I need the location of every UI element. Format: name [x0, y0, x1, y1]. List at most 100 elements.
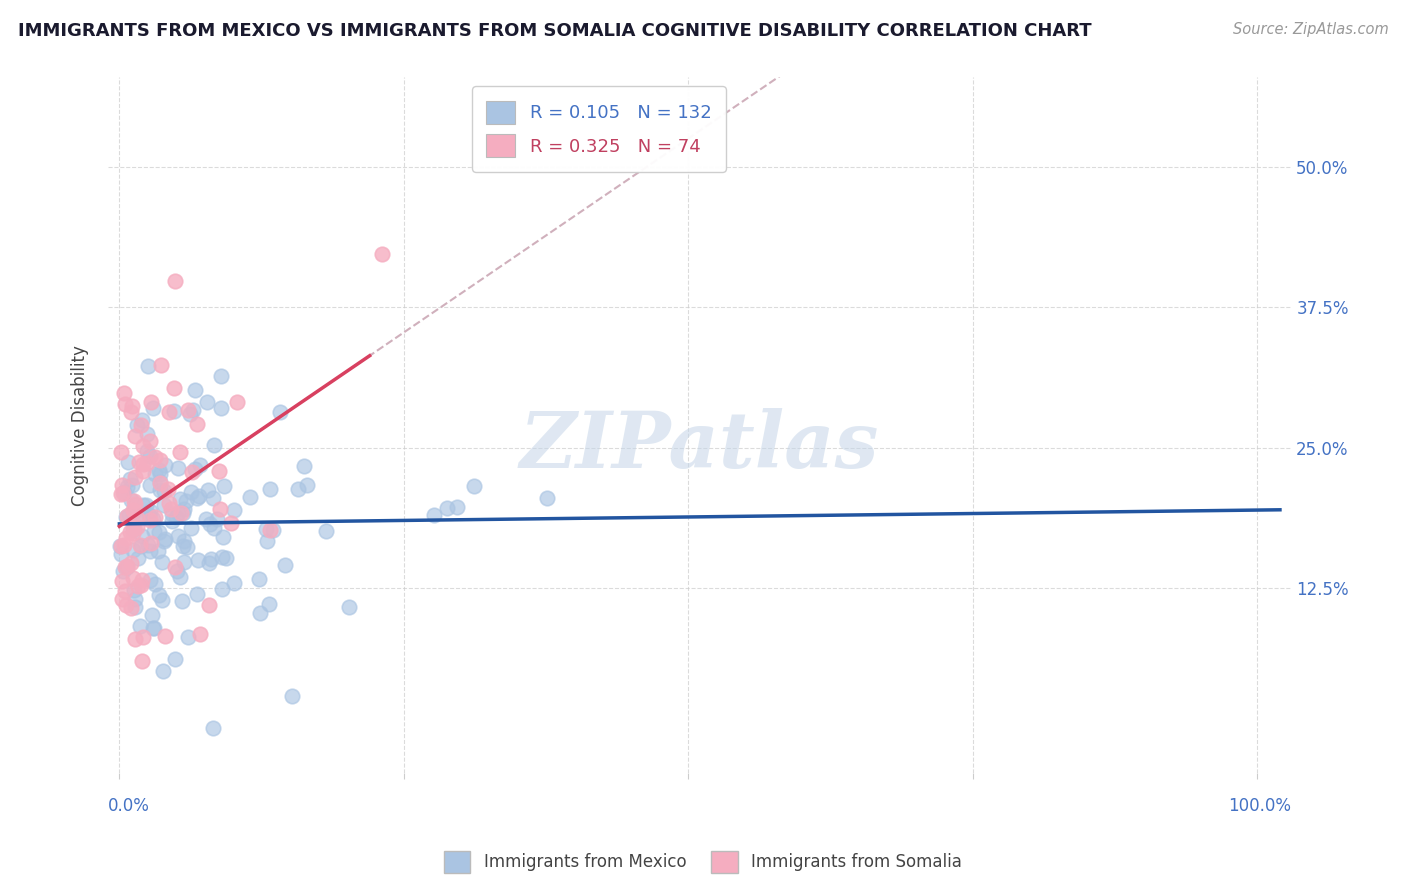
Point — [249, 607, 271, 621]
Point — [446, 500, 468, 514]
Text: 0.0%: 0.0% — [108, 797, 150, 815]
Point — [111, 485, 134, 500]
Point — [124, 632, 146, 646]
Point — [181, 403, 204, 417]
Point — [163, 559, 186, 574]
Point — [170, 506, 193, 520]
Point — [163, 381, 186, 395]
Point — [259, 523, 281, 537]
Point — [200, 551, 222, 566]
Point — [132, 498, 155, 512]
Point — [173, 501, 195, 516]
Point — [186, 587, 208, 601]
Point — [146, 543, 169, 558]
Point — [160, 515, 183, 529]
Point — [198, 557, 221, 571]
Point — [259, 482, 281, 496]
Point — [131, 654, 153, 668]
Point — [120, 493, 142, 508]
Point — [177, 630, 200, 644]
Point — [224, 502, 246, 516]
Point — [110, 487, 132, 501]
Point — [112, 538, 135, 552]
Point — [112, 386, 135, 401]
Point — [239, 490, 262, 504]
Point — [166, 564, 188, 578]
Point — [131, 529, 153, 543]
Point — [121, 478, 143, 492]
Point — [188, 627, 211, 641]
Legend: Immigrants from Mexico, Immigrants from Somalia: Immigrants from Mexico, Immigrants from … — [437, 845, 969, 880]
Point — [188, 458, 211, 472]
Point — [139, 535, 162, 549]
Point — [111, 574, 134, 589]
Point — [111, 591, 134, 606]
Point — [172, 539, 194, 553]
Point — [122, 543, 145, 558]
Point — [135, 443, 157, 458]
Point — [125, 520, 148, 534]
Point — [212, 479, 235, 493]
Point — [143, 621, 166, 635]
Point — [211, 582, 233, 596]
Point — [139, 394, 162, 409]
Point — [157, 482, 180, 496]
Point — [118, 508, 141, 523]
Point — [211, 550, 233, 565]
Point — [149, 359, 172, 373]
Point — [149, 467, 172, 482]
Point — [120, 405, 142, 419]
Point — [157, 496, 180, 510]
Point — [166, 529, 188, 543]
Point — [160, 507, 183, 521]
Point — [269, 405, 291, 419]
Point — [174, 494, 197, 508]
Point — [149, 475, 172, 489]
Point — [153, 532, 176, 546]
Point — [148, 525, 170, 540]
Point — [262, 523, 284, 537]
Point — [198, 599, 221, 613]
Point — [152, 534, 174, 549]
Point — [121, 503, 143, 517]
Point — [150, 593, 173, 607]
Point — [184, 462, 207, 476]
Point — [163, 651, 186, 665]
Point — [179, 407, 201, 421]
Point — [165, 510, 187, 524]
Point — [256, 534, 278, 549]
Point — [122, 494, 145, 508]
Y-axis label: Cognitive Disability: Cognitive Disability — [72, 344, 89, 506]
Point — [173, 534, 195, 549]
Point — [122, 522, 145, 536]
Point — [135, 499, 157, 513]
Point — [129, 509, 152, 524]
Point — [136, 426, 159, 441]
Point — [128, 455, 150, 469]
Point — [110, 540, 132, 554]
Point — [124, 521, 146, 535]
Point — [141, 607, 163, 622]
Point — [295, 478, 318, 492]
Point — [169, 491, 191, 506]
Point — [125, 418, 148, 433]
Point — [114, 397, 136, 411]
Point — [132, 439, 155, 453]
Point — [187, 489, 209, 503]
Point — [122, 526, 145, 541]
Point — [148, 588, 170, 602]
Point — [132, 458, 155, 472]
Point — [117, 455, 139, 469]
Point — [215, 551, 238, 566]
Point — [173, 555, 195, 569]
Point — [287, 482, 309, 496]
Point — [212, 530, 235, 544]
Point — [136, 359, 159, 373]
Point — [202, 721, 225, 735]
Point — [180, 521, 202, 535]
Point — [222, 575, 245, 590]
Point — [225, 394, 247, 409]
Point — [115, 480, 138, 494]
Point — [131, 413, 153, 427]
Point — [180, 485, 202, 500]
